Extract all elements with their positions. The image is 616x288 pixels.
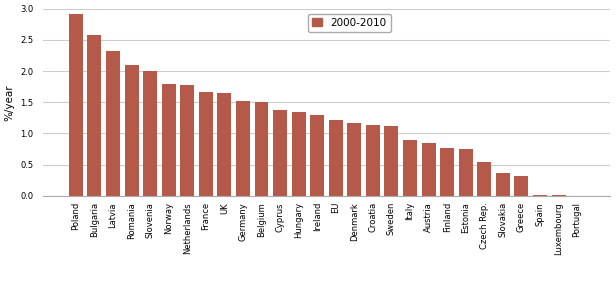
Bar bbox=[87, 35, 102, 196]
Y-axis label: %/year: %/year bbox=[4, 84, 15, 121]
Bar bbox=[236, 101, 250, 196]
Bar bbox=[310, 115, 324, 196]
Bar bbox=[477, 162, 491, 196]
Bar bbox=[366, 125, 380, 196]
Bar bbox=[440, 148, 454, 196]
Legend: 2000-2010: 2000-2010 bbox=[307, 14, 391, 32]
Bar bbox=[514, 177, 529, 196]
Bar bbox=[421, 143, 436, 196]
Bar bbox=[106, 51, 120, 196]
Bar bbox=[291, 111, 306, 196]
Bar bbox=[69, 14, 83, 196]
Bar bbox=[329, 120, 342, 196]
Bar bbox=[273, 110, 287, 196]
Bar bbox=[384, 126, 399, 196]
Bar bbox=[459, 149, 472, 196]
Bar bbox=[347, 124, 362, 196]
Bar bbox=[217, 93, 232, 196]
Bar bbox=[496, 173, 510, 196]
Bar bbox=[124, 65, 139, 196]
Bar bbox=[403, 140, 417, 196]
Bar bbox=[551, 195, 565, 196]
Bar bbox=[254, 102, 269, 196]
Bar bbox=[180, 85, 194, 196]
Bar bbox=[533, 195, 547, 196]
Bar bbox=[162, 84, 176, 196]
Bar bbox=[199, 92, 213, 196]
Bar bbox=[143, 71, 157, 196]
